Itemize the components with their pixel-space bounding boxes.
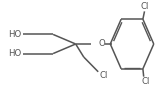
Text: O: O <box>98 40 105 48</box>
Text: Cl: Cl <box>141 77 150 86</box>
Text: HO: HO <box>8 30 21 39</box>
Text: Cl: Cl <box>140 2 149 11</box>
Text: HO: HO <box>8 49 21 58</box>
Text: Cl: Cl <box>99 71 107 80</box>
